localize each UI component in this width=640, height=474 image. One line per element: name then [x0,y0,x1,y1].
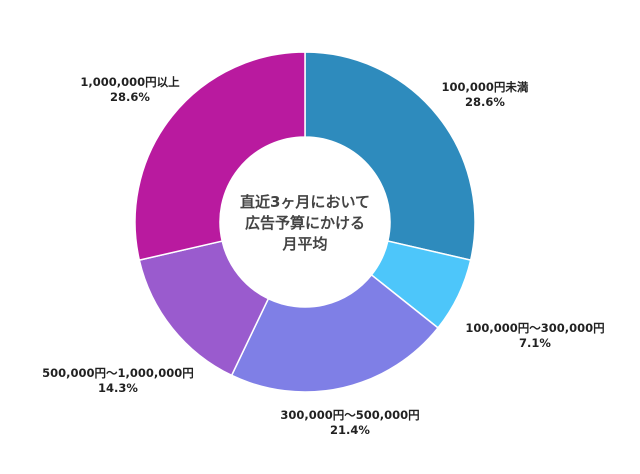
center-label: 直近3ヶ月において 広告予算にかける 月平均 [230,192,380,255]
slice-label-3-value: 14.3% [98,381,138,395]
slice-label-3: 500,000円～1,000,000円 14.3% [28,366,208,396]
slice-label-2-value: 21.4% [330,423,370,437]
slice-label-2-name: 300,000円～500,000円 [280,408,420,422]
slice-label-4: 1,000,000円以上 28.6% [60,75,200,105]
slice-label-2: 300,000円～500,000円 21.4% [270,408,430,438]
slice-label-1-name: 100,000円～300,000円 [465,321,605,335]
donut-slice-0 [304,51,476,262]
donut-slice-4 [134,51,306,262]
center-line-3: 月平均 [282,235,328,253]
slice-label-1-value: 7.1% [519,336,551,350]
donut-slice-3 [138,240,270,377]
slice-label-4-name: 1,000,000円以上 [80,75,180,89]
slice-label-1: 100,000円～300,000円 7.1% [455,321,615,351]
slice-label-0-value: 28.6% [465,95,505,109]
slice-label-3-name: 500,000円～1,000,000円 [42,366,194,380]
slice-label-4-value: 28.6% [110,90,150,104]
slice-label-0-name: 100,000円未満 [441,80,529,94]
slice-label-0: 100,000円未満 28.6% [420,80,550,110]
center-line-1: 直近3ヶ月において [240,193,370,211]
donut-slice-2 [230,273,440,393]
center-line-2: 広告予算にかける [244,214,365,232]
